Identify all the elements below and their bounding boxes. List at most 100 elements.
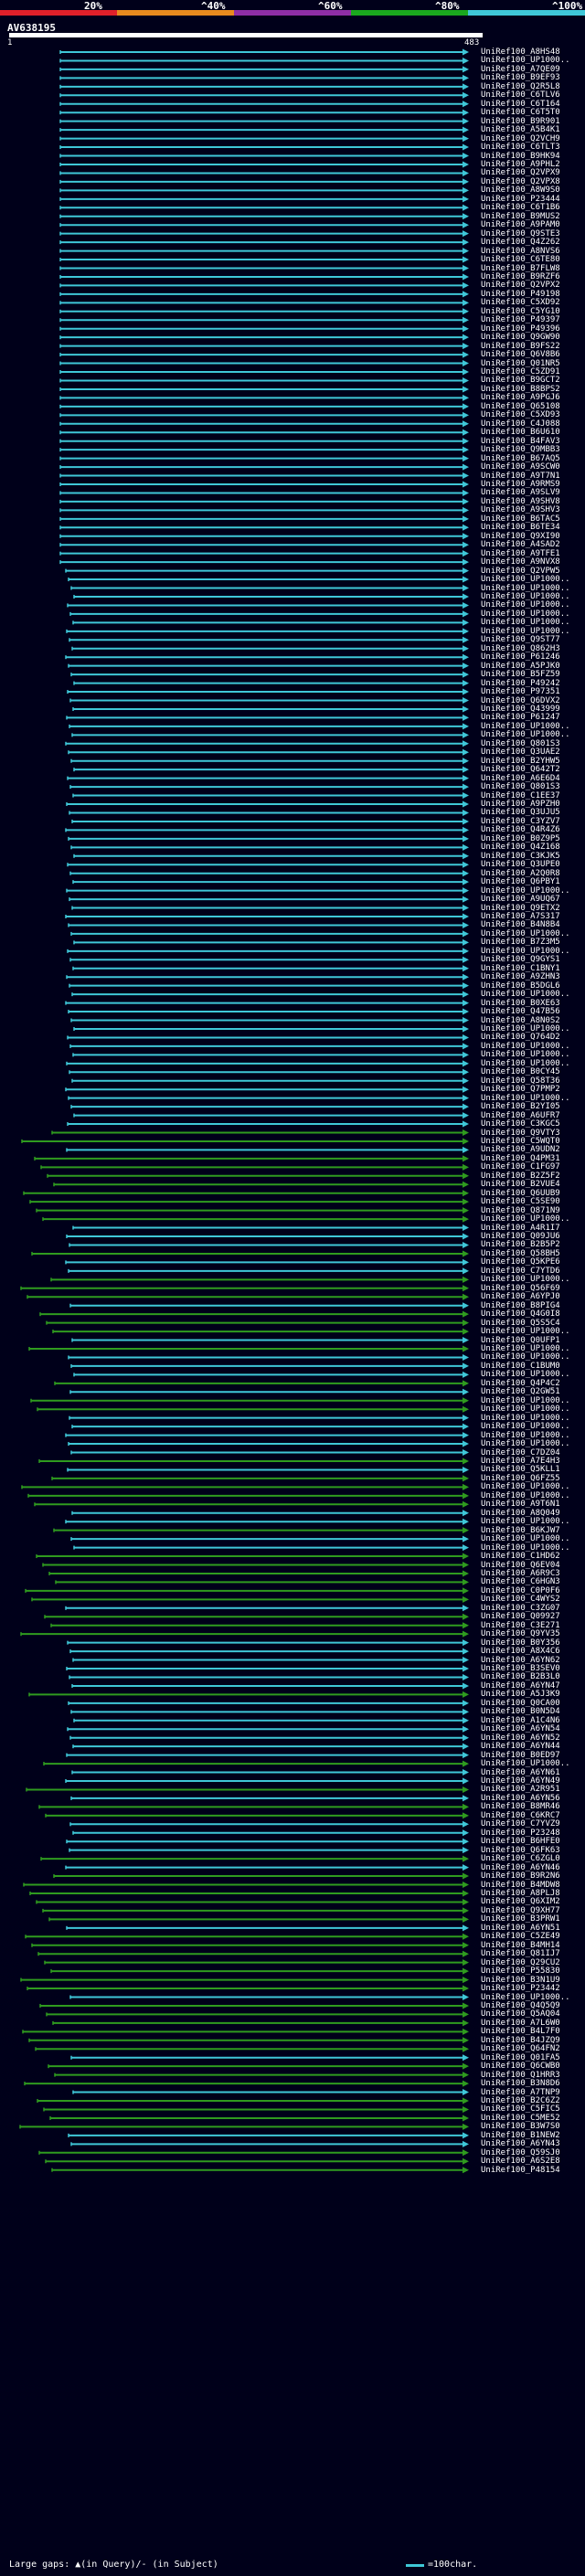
hit-label[interactable]: UniRef100_A8Q049	[481, 1508, 560, 1518]
hit-label[interactable]: UniRef100_Q0UFP1	[481, 1335, 560, 1345]
hit-label[interactable]: UniRef100_A6YN61	[481, 1767, 560, 1777]
hit-label[interactable]: UniRef100_B0CY45	[481, 1067, 560, 1077]
hit-label[interactable]: UniRef100_B1NEW2	[481, 2130, 560, 2140]
hit-label[interactable]: UniRef100_A5J3K9	[481, 1690, 560, 1700]
hit-label[interactable]: UniRef100_A9PGJ6	[481, 393, 560, 403]
hit-label[interactable]: UniRef100_Q0CA00	[481, 1698, 560, 1708]
hit-label[interactable]: UniRef100_C5ME52	[481, 2113, 560, 2123]
hit-label[interactable]: UniRef100_UP1000..	[481, 583, 570, 593]
hit-label[interactable]: UniRef100_UP1000..	[481, 626, 570, 636]
hit-label[interactable]: UniRef100_UP1000..	[481, 1430, 570, 1440]
hit-label[interactable]: UniRef100_A9UDN2	[481, 1145, 560, 1155]
hit-label[interactable]: UniRef100_Q43999	[481, 704, 560, 714]
hit-label[interactable]: UniRef100_UP1000..	[481, 1395, 570, 1405]
hit-label[interactable]: UniRef100_B4JZQ9	[481, 2035, 560, 2045]
hit-label[interactable]: UniRef100_Q6EV04	[481, 1560, 560, 1570]
hit-label[interactable]: UniRef100_P23442	[481, 1984, 560, 1994]
hit-label[interactable]: UniRef100_B0Y356	[481, 1638, 560, 1648]
hit-label[interactable]: UniRef100_B0N5D4	[481, 1707, 560, 1717]
hit-label[interactable]: UniRef100_C5ZD91	[481, 367, 560, 377]
hit-label[interactable]: UniRef100_C5XD92	[481, 298, 560, 308]
hit-label[interactable]: UniRef100_C6T164	[481, 99, 560, 109]
hit-label[interactable]: UniRef100_A6YN62	[481, 1655, 560, 1665]
hit-label[interactable]: UniRef100_A8PLJ8	[481, 1888, 560, 1898]
hit-label[interactable]: UniRef100_Q3UPE0	[481, 860, 560, 870]
hit-label[interactable]: UniRef100_C7YTD6	[481, 1266, 560, 1276]
hit-label[interactable]: UniRef100_C3ZG07	[481, 1603, 560, 1613]
hit-label[interactable]: UniRef100_Q9XH77	[481, 1905, 560, 1915]
hit-label[interactable]: UniRef100_C6TE80	[481, 255, 560, 265]
hit-label[interactable]: UniRef100_Q4Z262	[481, 238, 560, 248]
hit-label[interactable]: UniRef100_Q6V8B6	[481, 350, 560, 360]
hit-label[interactable]: UniRef100_UP1000..	[481, 1992, 570, 2002]
hit-label[interactable]: UniRef100_A8W9S0	[481, 186, 560, 196]
hit-label[interactable]: UniRef100_A9TFE1	[481, 548, 560, 558]
hit-label[interactable]: UniRef100_B9HK94	[481, 151, 560, 161]
hit-label[interactable]: UniRef100_Q4P4C2	[481, 1378, 560, 1388]
hit-label[interactable]: UniRef100_C5YG10	[481, 306, 560, 316]
hit-label[interactable]: UniRef100_C1HD62	[481, 1552, 560, 1562]
hit-label[interactable]: UniRef100_UP1000..	[481, 1214, 570, 1224]
hit-label[interactable]: UniRef100_A8N0S2	[481, 1015, 560, 1025]
hit-label[interactable]: UniRef100_Q2GW51	[481, 1387, 560, 1397]
hit-label[interactable]: UniRef100_A4R1I7	[481, 1223, 560, 1233]
hit-label[interactable]: UniRef100_UP1000..	[481, 1344, 570, 1353]
hit-label[interactable]: UniRef100_C6KRC7	[481, 1810, 560, 1820]
hit-label[interactable]: UniRef100_Q5AQ04	[481, 2009, 560, 2019]
hit-label[interactable]: UniRef100_Q642T2	[481, 765, 560, 775]
hit-label[interactable]: UniRef100_Q2VPX9	[481, 168, 560, 178]
hit-label[interactable]: UniRef100_A6YN51	[481, 1923, 560, 1933]
hit-label[interactable]: UniRef100_Q6PBY1	[481, 877, 560, 887]
hit-label[interactable]: UniRef100_P23444	[481, 194, 560, 204]
hit-label[interactable]: UniRef100_C3YZV7	[481, 816, 560, 826]
hit-label[interactable]: UniRef100_C7DZ04	[481, 1447, 560, 1458]
hit-label[interactable]: UniRef100_B7FLW8	[481, 263, 560, 273]
hit-label[interactable]: UniRef100_B3N1U9	[481, 1975, 560, 1985]
hit-label[interactable]: UniRef100_A9SLV9	[481, 488, 560, 498]
hit-label[interactable]: UniRef100_Q1HRR3	[481, 2070, 560, 2080]
hit-label[interactable]: UniRef100_Q3UJU5	[481, 808, 560, 818]
hit-label[interactable]: UniRef100_Q7PMP2	[481, 1085, 560, 1095]
hit-label[interactable]: UniRef100_UP1000..	[481, 618, 570, 628]
hit-label[interactable]: UniRef100_B2C6Z2	[481, 2096, 560, 2106]
hit-label[interactable]: UniRef100_A9PAM0	[481, 220, 560, 230]
hit-label[interactable]: UniRef100_A9NVX8	[481, 557, 560, 567]
hit-label[interactable]: UniRef100_B8MR46	[481, 1802, 560, 1812]
hit-label[interactable]: UniRef100_Q6XIM2	[481, 1897, 560, 1907]
hit-label[interactable]: UniRef100_B5DGL6	[481, 981, 560, 991]
hit-label[interactable]: UniRef100_B0Z9P5	[481, 833, 560, 843]
hit-label[interactable]: UniRef100_Q5KPE6	[481, 1257, 560, 1267]
hit-label[interactable]: UniRef100_A6YN47	[481, 1680, 560, 1691]
hit-label[interactable]: UniRef100_B6KJW7	[481, 1525, 560, 1535]
hit-label[interactable]: UniRef100_Q4G0I8	[481, 1309, 560, 1320]
hit-label[interactable]: UniRef100_A9RMS9	[481, 480, 560, 489]
hit-label[interactable]: UniRef100_A9SHV8	[481, 496, 560, 506]
hit-label[interactable]: UniRef100_B6TAC5	[481, 514, 560, 524]
hit-label[interactable]: UniRef100_UP1000..	[481, 1517, 570, 1527]
hit-label[interactable]: UniRef100_UP1000..	[481, 1058, 570, 1068]
hit-label[interactable]: UniRef100_P49397	[481, 315, 560, 325]
hit-label[interactable]: UniRef100_B6HFE0	[481, 1837, 560, 1847]
hit-label[interactable]: UniRef100_UP1000..	[481, 885, 570, 896]
hit-label[interactable]: UniRef100_B2Z5F2	[481, 1171, 560, 1181]
hit-label[interactable]: UniRef100_UP1000..	[481, 1041, 570, 1051]
hit-label[interactable]: UniRef100_A6YN46	[481, 1862, 560, 1872]
hit-label[interactable]: UniRef100_C5WQT0	[481, 1136, 560, 1146]
hit-label[interactable]: UniRef100_A9T6N1	[481, 1500, 560, 1510]
hit-label[interactable]: UniRef100_C5FIC5	[481, 2104, 560, 2115]
hit-label[interactable]: UniRef100_Q764D2	[481, 1033, 560, 1043]
hit-label[interactable]: UniRef100_Q9XI90	[481, 531, 560, 541]
hit-label[interactable]: UniRef100_A7S317	[481, 912, 560, 921]
hit-label[interactable]: UniRef100_A4SAD2	[481, 540, 560, 550]
hit-label[interactable]: UniRef100_Q9ETX2	[481, 903, 560, 913]
hit-label[interactable]: UniRef100_Q81IJ7	[481, 1949, 560, 1959]
hit-label[interactable]: UniRef100_B9FS22	[481, 341, 560, 351]
hit-label[interactable]: UniRef100_A7QE09	[481, 64, 560, 74]
hit-label[interactable]: UniRef100_P55830	[481, 1966, 560, 1977]
hit-label[interactable]: UniRef100_Q5KLL1	[481, 1465, 560, 1475]
hit-label[interactable]: UniRef100_B4MDW8	[481, 1880, 560, 1890]
hit-label[interactable]: UniRef100_UP1000..	[481, 1405, 570, 1415]
hit-label[interactable]: UniRef100_UP1000..	[481, 609, 570, 619]
hit-label[interactable]: UniRef100_A6S2E8	[481, 2157, 560, 2167]
hit-label[interactable]: UniRef100_Q2R5L8	[481, 81, 560, 91]
